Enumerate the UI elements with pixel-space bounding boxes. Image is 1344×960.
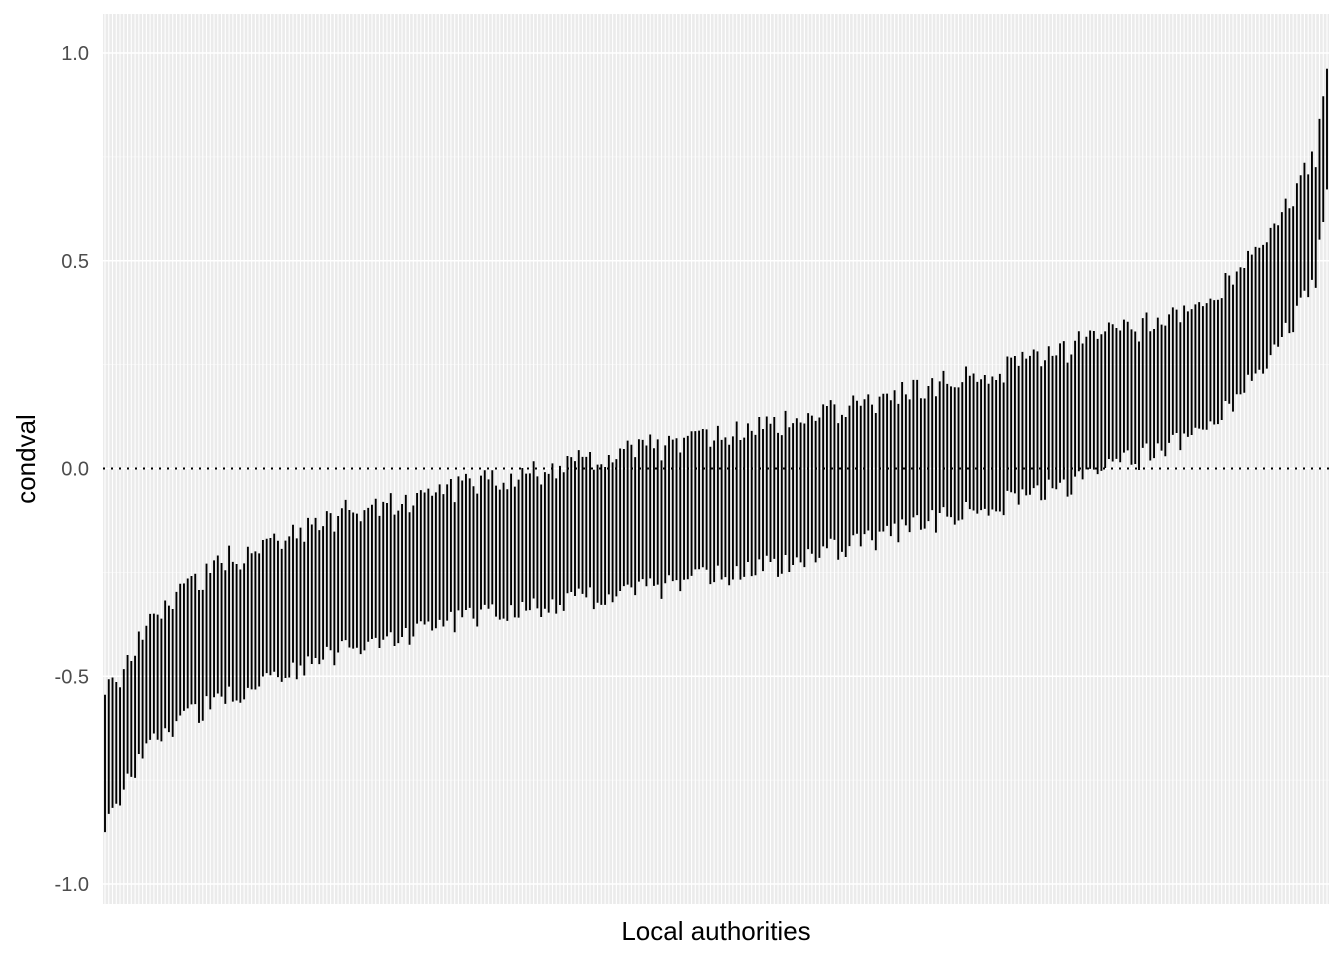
major-gridlines-y xyxy=(103,52,1329,885)
error-bars xyxy=(104,68,1328,833)
plot-panel xyxy=(103,14,1329,904)
y-tick-label: 0.0 xyxy=(61,459,89,481)
y-tick-label: 1.0 xyxy=(61,43,89,65)
y-axis-title: condval xyxy=(11,414,41,504)
y-tick-labels: -1.0 -0.5 0.0 0.5 1.0 xyxy=(55,43,89,896)
y-tick-label: -0.5 xyxy=(55,666,89,688)
y-tick-label: 0.5 xyxy=(61,251,89,273)
x-axis-title: Local authorities xyxy=(621,916,810,946)
y-tick-label: -1.0 xyxy=(55,874,89,896)
